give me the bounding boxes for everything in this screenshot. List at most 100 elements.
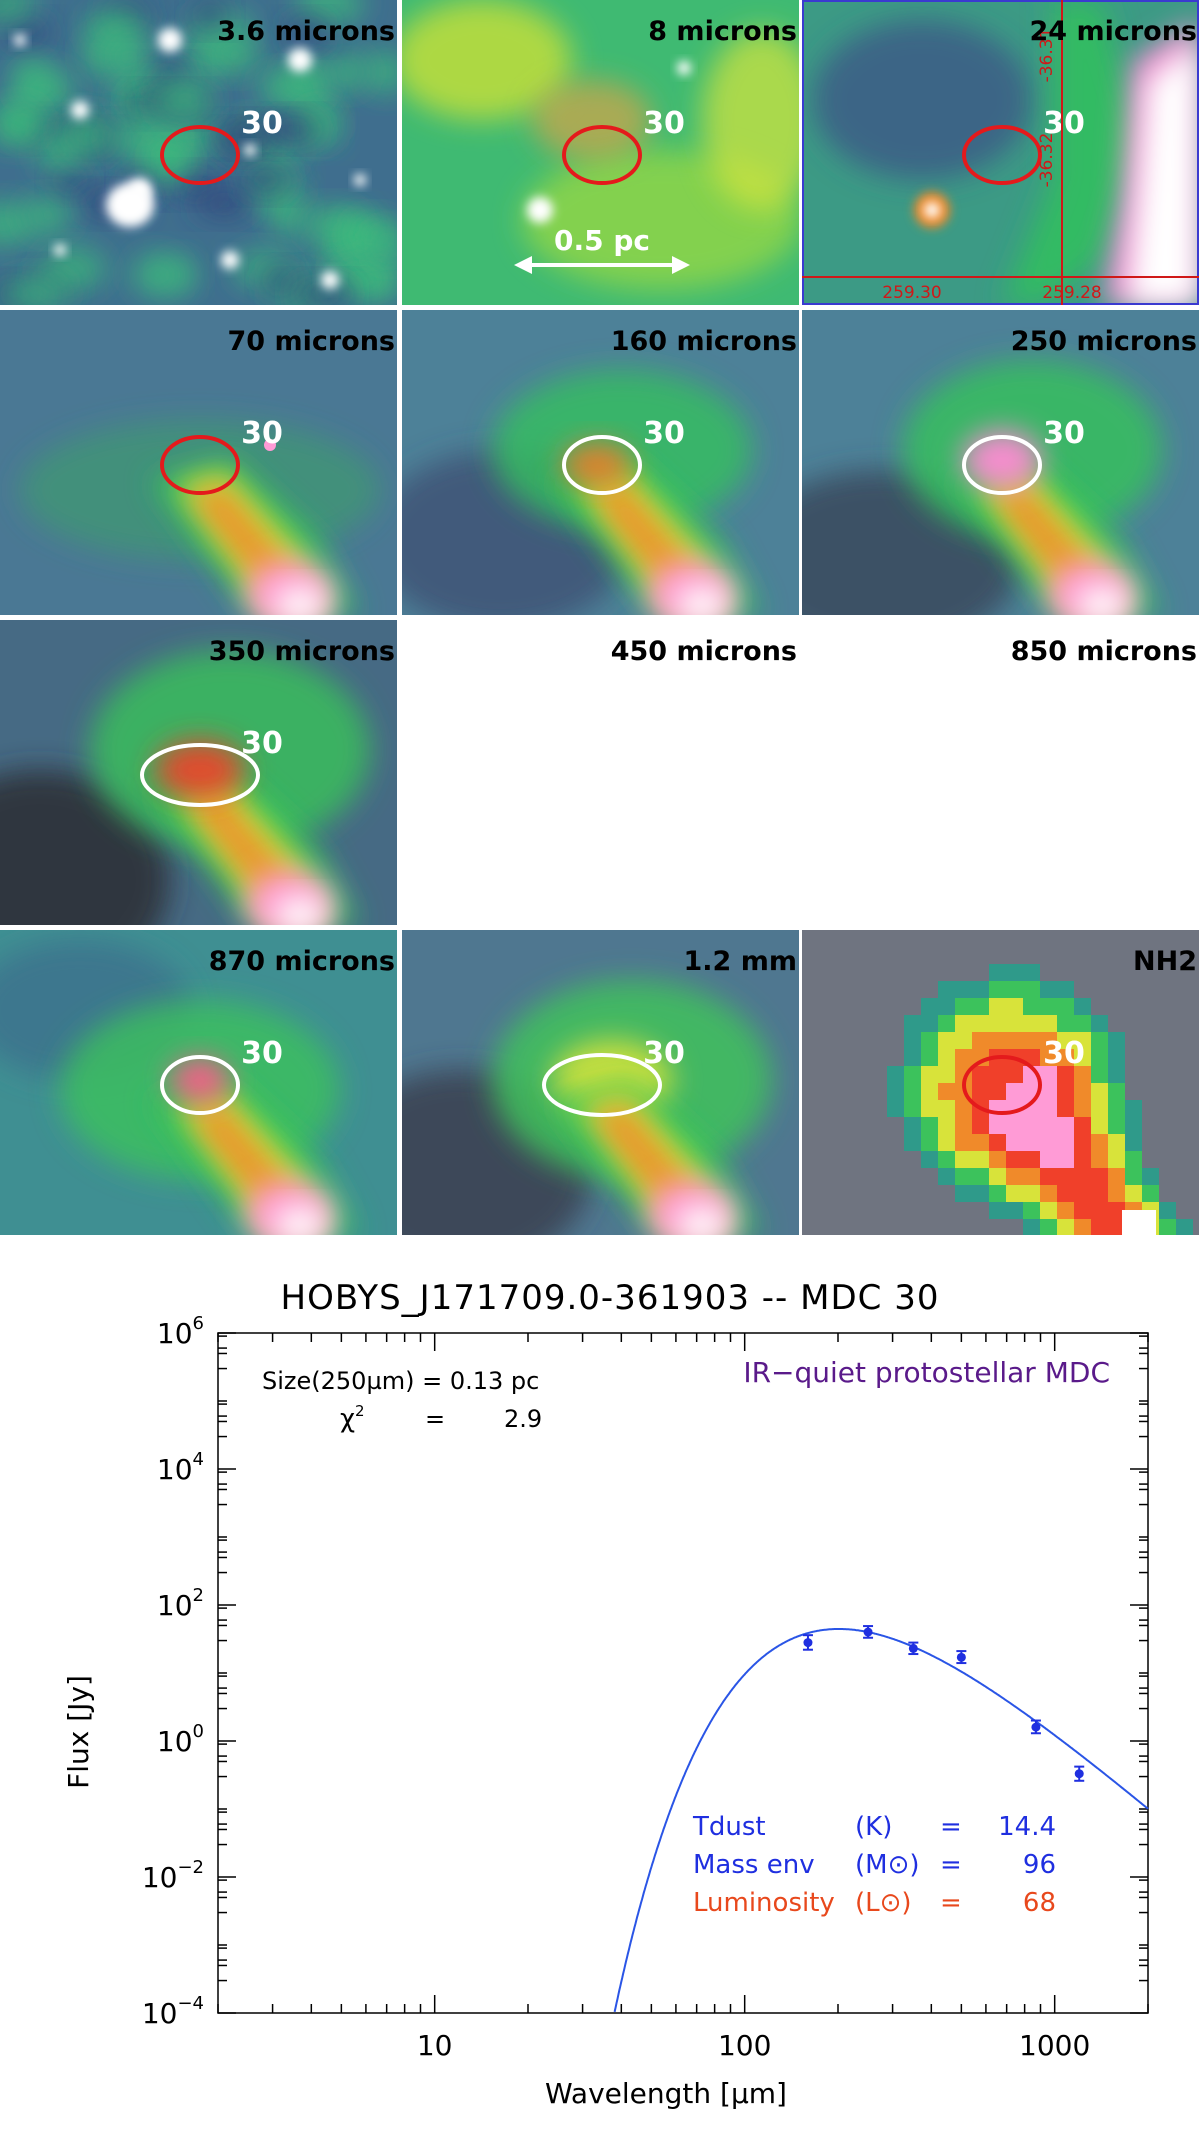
chi2-value: 2.9 xyxy=(504,1405,542,1433)
mottled-emission xyxy=(155,77,215,121)
nh2-pixel xyxy=(938,1100,955,1117)
y-tick-label: 10−2 xyxy=(142,1857,204,1894)
nh2-pixel xyxy=(989,1134,1006,1151)
nh2-pixel xyxy=(1091,1015,1108,1032)
category-annotation: IR−quiet protostellar MDC xyxy=(743,1356,1110,1389)
panel-wavelength-label: 450 microns xyxy=(611,636,797,667)
panel-wavelength-label: NH2 xyxy=(1133,946,1197,977)
scale-bar-label: 0.5 pc xyxy=(554,224,650,257)
mottled-emission xyxy=(270,193,306,237)
nh2-pixel xyxy=(1074,1032,1091,1049)
nh2-pixel xyxy=(1057,1083,1074,1100)
fit-parameter-value: 14.4 xyxy=(998,1812,1056,1842)
nh2-pixel xyxy=(1142,1168,1159,1185)
nh2-pixel xyxy=(1091,1151,1108,1168)
nh2-pixel xyxy=(1108,1083,1125,1100)
source-id-label: 30 xyxy=(643,106,685,141)
nh2-pixel xyxy=(1023,1202,1040,1219)
nh2-pixel xyxy=(955,1185,972,1202)
chart-title: HOBYS_J171709.0-361903 -- MDC 30 xyxy=(281,1278,940,1318)
nh2-pixel xyxy=(1006,1134,1023,1151)
nh2-pixel xyxy=(1108,1202,1125,1219)
panel-wavelength-label: 160 microns xyxy=(611,326,797,357)
saturated-peak xyxy=(275,897,325,925)
nh2-pixel xyxy=(904,1100,921,1117)
panel-160-microns: 30 160 microns xyxy=(402,310,799,615)
star xyxy=(288,48,312,72)
nh2-pixel xyxy=(989,1083,1006,1100)
mottled-emission xyxy=(61,113,113,157)
data-point xyxy=(1074,1769,1084,1779)
mottled-emission xyxy=(194,190,254,218)
nh2-pixel xyxy=(1006,1083,1023,1100)
nh2-pixel xyxy=(1091,1202,1108,1219)
mottled-emission xyxy=(131,253,183,297)
y-tick-label: 10−4 xyxy=(142,1993,204,2030)
source-id-label: 30 xyxy=(643,1036,685,1071)
nh2-pixel xyxy=(1006,1168,1023,1185)
compact-source-core xyxy=(924,202,940,218)
saturated-peak xyxy=(677,587,727,615)
nh2-pixel xyxy=(989,1117,1006,1134)
nh2-pixel xyxy=(938,981,955,998)
source-aperture-ellipse xyxy=(962,435,1042,495)
fit-parameter-eq: = xyxy=(940,1850,962,1880)
nh2-pixel xyxy=(921,1083,938,1100)
source-aperture-ellipse xyxy=(962,125,1042,185)
nh2-pixel xyxy=(887,1066,904,1083)
panel-wavelength-label: 850 microns xyxy=(1011,636,1197,667)
source-aperture-ellipse xyxy=(160,1055,240,1115)
nh2-pixel xyxy=(921,1151,938,1168)
data-point xyxy=(956,1652,966,1662)
sed-chart: HOBYS_J171709.0-361903 -- MDC 30 Flux [J… xyxy=(62,1278,1149,2110)
nh2-pixel xyxy=(904,1066,921,1083)
nh2-pixel xyxy=(1057,1015,1074,1032)
panel-wavelength-label: 870 microns xyxy=(209,946,395,977)
nh2-pixel xyxy=(1091,1100,1108,1117)
nh2-pixel xyxy=(1040,1151,1057,1168)
nh2-pixel xyxy=(955,1151,972,1168)
nh2-pixel xyxy=(1108,1032,1125,1049)
nh2-pixel xyxy=(921,998,938,1015)
nh2-pixel xyxy=(1057,998,1074,1015)
x-tick-label: 10 xyxy=(417,2029,453,2062)
mottled-emission xyxy=(209,37,261,73)
y-tick-label: 100 xyxy=(157,1721,204,1758)
nh2-pixel xyxy=(1159,1219,1176,1235)
nh2-pixel xyxy=(1108,1151,1125,1168)
nh2-pixel xyxy=(1091,1219,1108,1235)
nh2-pixel xyxy=(904,1083,921,1100)
nh2-pixel xyxy=(1074,1134,1091,1151)
chi2-annotation: χ2 xyxy=(340,1402,365,1434)
panel-24-microns: 30 -36.31 -36.32 259.30 259.28 24 microns xyxy=(802,0,1199,305)
mottled-emission xyxy=(364,50,397,94)
source-id-label: 30 xyxy=(241,726,283,761)
nh2-pixel xyxy=(1074,1083,1091,1100)
mottled-emission xyxy=(107,35,151,79)
nh2-pixel xyxy=(1023,1185,1040,1202)
saturated-peak xyxy=(1077,587,1127,615)
nh2-pixel xyxy=(904,1049,921,1066)
nh2-pixel xyxy=(1040,1202,1057,1219)
nh2-pixel xyxy=(1040,1032,1057,1049)
nh2-pixel xyxy=(1040,1015,1057,1032)
nh2-pixel xyxy=(972,1117,989,1134)
source-aperture-ellipse xyxy=(160,125,240,185)
panel-350-microns: 30 350 microns xyxy=(0,620,397,925)
emission-blob xyxy=(402,0,572,120)
nh2-pixel xyxy=(921,1134,938,1151)
data-point xyxy=(863,1627,873,1637)
nh2-pixel xyxy=(1057,981,1074,998)
panel-850-microns: 850 microns xyxy=(1011,636,1197,667)
mottled-emission xyxy=(0,104,42,140)
mottled-emission xyxy=(0,0,36,22)
nh2-pixel xyxy=(1074,1202,1091,1219)
fit-parameter-eq: = xyxy=(940,1812,962,1842)
nh2-pixel xyxy=(904,1134,921,1151)
source-id-label: 30 xyxy=(1043,416,1085,451)
nh2-pixel xyxy=(1057,1151,1074,1168)
star xyxy=(677,61,691,75)
emission-ridge xyxy=(1002,0,1142,305)
nh2-pixel xyxy=(1023,981,1040,998)
nh2-pixel xyxy=(1006,1185,1023,1202)
